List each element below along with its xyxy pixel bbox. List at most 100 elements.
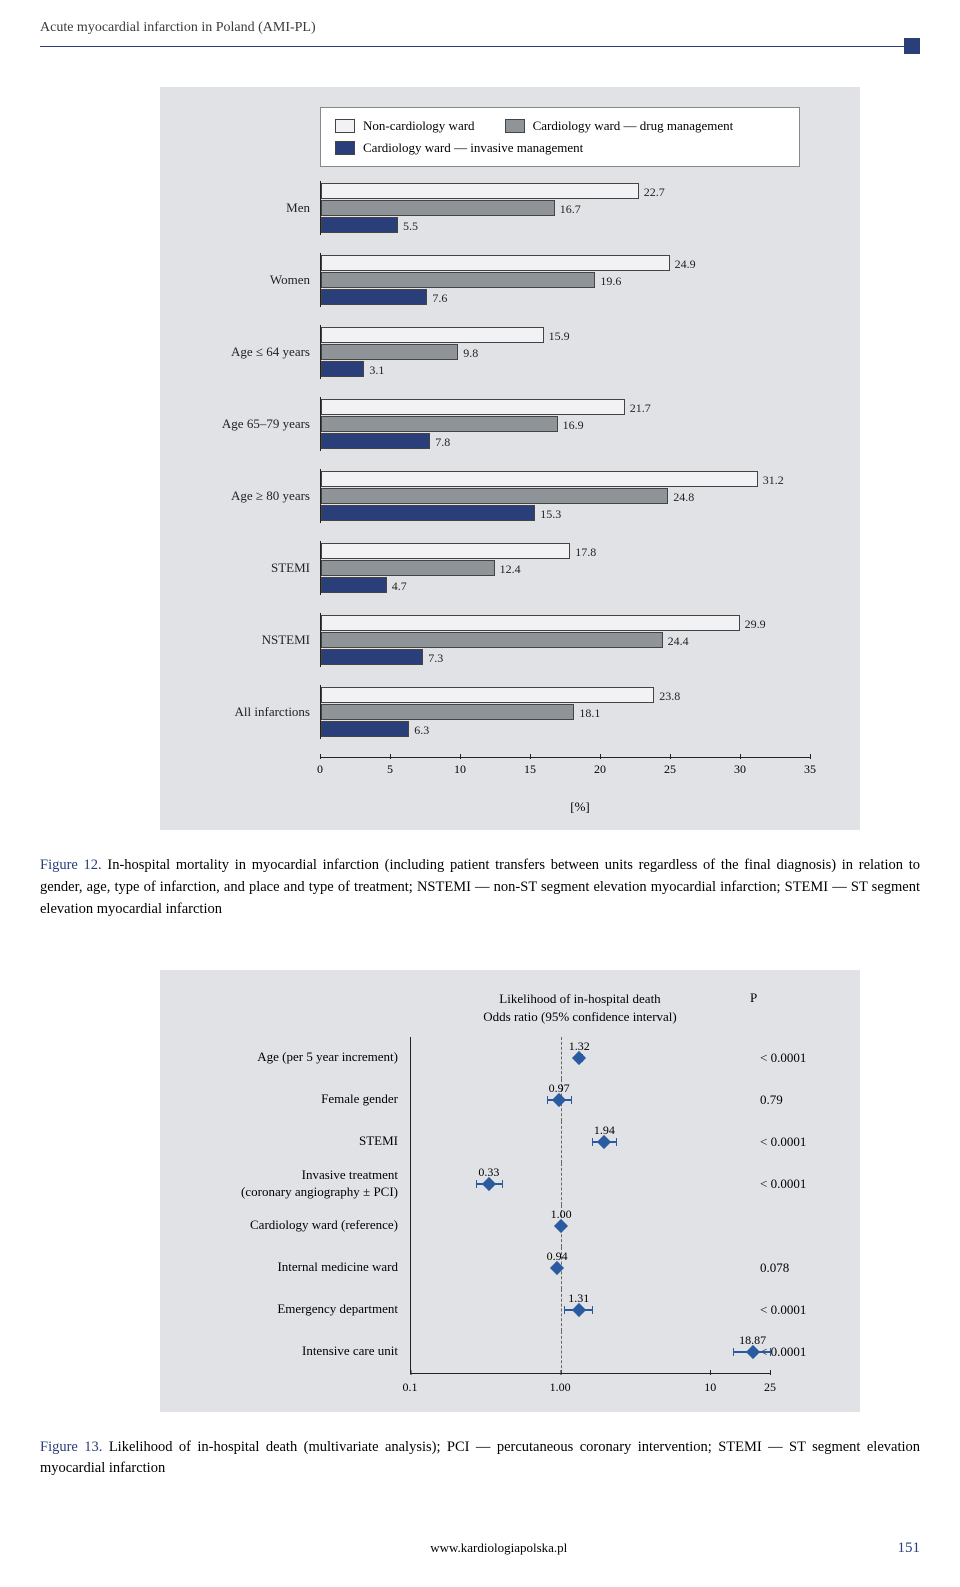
- forest-plot-area: 0.94: [410, 1247, 750, 1289]
- forest-value-label: 0.94: [547, 1249, 568, 1264]
- bar-group: Men22.716.75.5: [180, 181, 840, 235]
- bar-stack: 17.812.44.7: [320, 541, 810, 595]
- bar-stack: 15.99.83.1: [320, 325, 810, 379]
- forest-row-label: Internal medicine ward: [180, 1259, 410, 1276]
- forest-value-label: 1.31: [568, 1291, 589, 1306]
- bar: 15.3: [321, 505, 535, 521]
- forest-x-tick: 1.00: [550, 1380, 571, 1395]
- bar-group: NSTEMI29.924.47.3: [180, 613, 840, 667]
- forest-p-value: < 0.0001: [750, 1302, 840, 1318]
- bar: 15.9: [321, 327, 544, 343]
- forest-p-value: < 0.0001: [750, 1176, 840, 1192]
- x-tick: 5: [387, 762, 393, 777]
- bar: 18.1: [321, 704, 574, 720]
- forest-row-label: Emergency department: [180, 1301, 410, 1318]
- bar-group: STEMI17.812.44.7: [180, 541, 840, 595]
- bar: 16.7: [321, 200, 555, 216]
- bar-value-label: 24.4: [662, 633, 689, 649]
- forest-header: Likelihood of in-hospital death Odds rat…: [180, 990, 840, 1026]
- bar: 31.2: [321, 471, 758, 487]
- legend-item: Cardiology ward — invasive management: [335, 140, 583, 156]
- bar-value-label: 7.3: [422, 650, 443, 666]
- swatch-drug: [505, 119, 525, 133]
- bar-group-label: Women: [180, 272, 320, 288]
- bar-value-label: 7.6: [426, 290, 447, 306]
- forest-x-tick: 0.1: [403, 1380, 418, 1395]
- swatch-non-cardio: [335, 119, 355, 133]
- forest-row: Cardiology ward (reference) 1.00: [180, 1205, 840, 1247]
- forest-p-value: 0.078: [750, 1260, 840, 1276]
- bar-group: Age ≤ 64 years15.99.83.1: [180, 325, 840, 379]
- forest-row-label: Female gender: [180, 1091, 410, 1108]
- bar: 23.8: [321, 687, 654, 703]
- figure-12-panel: Non-cardiology ward Cardiology ward — dr…: [160, 87, 860, 830]
- bar-value-label: 21.7: [624, 400, 651, 416]
- x-tick: 10: [454, 762, 466, 777]
- bar-stack: 22.716.75.5: [320, 181, 810, 235]
- bar: 12.4: [321, 560, 495, 576]
- bar-group: Age ≥ 80 years31.224.815.3: [180, 469, 840, 523]
- bar: 3.1: [321, 361, 364, 377]
- forest-x-tick: 10: [704, 1380, 716, 1395]
- bar-stack: 23.818.16.3: [320, 685, 810, 739]
- bar-value-label: 5.5: [397, 218, 418, 234]
- x-tick: 35: [804, 762, 816, 777]
- legend-label: Non-cardiology ward: [363, 118, 475, 134]
- swatch-invasive: [335, 141, 355, 155]
- bar: 5.5: [321, 217, 398, 233]
- forest-value-label: 18.87: [739, 1333, 766, 1348]
- forest-row: Invasive treatment(coronary angiography …: [180, 1163, 840, 1205]
- bar-value-label: 23.8: [653, 688, 680, 704]
- bar-group: All infarctions23.818.16.3: [180, 685, 840, 739]
- forest-p-value: < 0.0001: [750, 1050, 840, 1066]
- bar-value-label: 4.7: [386, 578, 407, 594]
- figure-caption-text: Likelihood of in-hospital death (multiva…: [40, 1439, 920, 1477]
- bar: 17.8: [321, 543, 570, 559]
- bar-group: Women 24.9 19.6 7.6: [180, 253, 840, 307]
- forest-row-label: Cardiology ward (reference): [180, 1217, 410, 1234]
- header-rule: [40, 46, 920, 47]
- forest-plot-area: 18.87: [410, 1331, 750, 1373]
- bar-value-label: 15.3: [534, 506, 561, 522]
- bar-group: Age 65–79 years21.716.97.8: [180, 397, 840, 451]
- bar-stack: 29.924.47.3: [320, 613, 810, 667]
- bar-group-label: Age ≤ 64 years: [180, 344, 320, 360]
- forest-x-axis: 0.11.001025: [410, 1373, 770, 1397]
- forest-row: Age (per 5 year increment)1.32< 0.0001: [180, 1037, 840, 1079]
- figure-number: Figure 13.: [40, 1439, 102, 1455]
- bar-value-label: 7.8: [429, 434, 450, 450]
- x-tick: 25: [664, 762, 676, 777]
- bar: 6.3: [321, 721, 409, 737]
- bar: 21.7: [321, 399, 625, 415]
- forest-row: Internal medicine ward 0.94 0.078: [180, 1247, 840, 1289]
- bar-x-axis: 05101520253035: [320, 757, 810, 777]
- forest-row: Intensive care unit18.87< 0.0001: [180, 1331, 840, 1373]
- bar: 7.3: [321, 649, 423, 665]
- bar-group-label: NSTEMI: [180, 632, 320, 648]
- bar-value-label: 24.9: [669, 256, 696, 272]
- figure-12-caption: Figure 12. In-hospital mortality in myoc…: [40, 855, 920, 920]
- figure-13-caption: Figure 13. Likelihood of in-hospital dea…: [40, 1437, 920, 1481]
- legend-item: Non-cardiology ward: [335, 118, 475, 134]
- x-tick: 30: [734, 762, 746, 777]
- bar-group-label: Age ≥ 80 years: [180, 488, 320, 504]
- forest-value-label: 0.33: [478, 1165, 499, 1180]
- bar: 4.7: [321, 577, 387, 593]
- forest-row-label: Intensive care unit: [180, 1343, 410, 1360]
- forest-value-label: 1.00: [551, 1207, 572, 1222]
- x-tick: 20: [594, 762, 606, 777]
- forest-value-label: 1.94: [594, 1123, 615, 1138]
- forest-plot-area: 0.97: [410, 1079, 750, 1121]
- bar-stack: 31.224.815.3: [320, 469, 810, 523]
- forest-row: STEMI1.94< 0.0001: [180, 1121, 840, 1163]
- footer-url: www.kardiologiapolska.pl: [100, 1540, 898, 1556]
- bar-group-label: Men: [180, 200, 320, 216]
- forest-value-label: 0.97: [549, 1081, 570, 1096]
- forest-body: Age (per 5 year increment)1.32< 0.0001 Fe…: [180, 1037, 840, 1373]
- bar-value-label: 19.6: [594, 273, 621, 289]
- x-tick: 15: [524, 762, 536, 777]
- bar-value-label: 31.2: [757, 472, 784, 488]
- forest-title-line1: Likelihood of in-hospital death: [410, 990, 750, 1008]
- figure-13-panel: Likelihood of in-hospital death Odds rat…: [160, 970, 860, 1411]
- bar-x-axis-label: [%]: [320, 777, 840, 815]
